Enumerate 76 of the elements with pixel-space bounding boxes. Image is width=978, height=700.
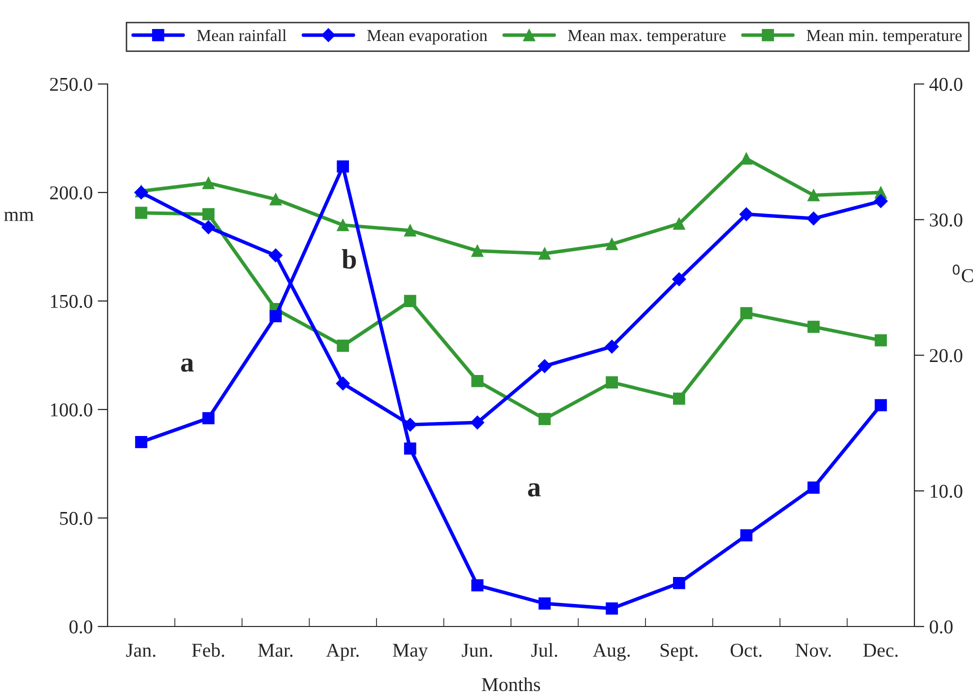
- point: [538, 597, 551, 610]
- point: [270, 310, 282, 322]
- y-tick-label: 200.0: [50, 186, 92, 200]
- point: [202, 220, 216, 234]
- point: [538, 247, 551, 260]
- point: [740, 307, 752, 320]
- x-tick-label: Sept.: [660, 644, 698, 661]
- point: [874, 194, 888, 208]
- point: [270, 193, 282, 206]
- annotation: a: [181, 358, 194, 372]
- point: [808, 482, 820, 494]
- point: [673, 392, 686, 405]
- point: [336, 376, 350, 390]
- x-tick-label: Oct.: [730, 644, 762, 657]
- point: [739, 207, 754, 222]
- legend-label: Mean rainfall: [196, 29, 286, 42]
- y2-tick-label: 40.0: [929, 78, 962, 92]
- point: [471, 244, 484, 257]
- y-tick-label: 50.0: [60, 512, 92, 526]
- point: [404, 294, 416, 308]
- point: [740, 529, 752, 542]
- x-axis-title: Months: [482, 677, 540, 692]
- point: [673, 218, 686, 230]
- point: [202, 412, 215, 424]
- point: [470, 416, 484, 430]
- point: [404, 224, 416, 237]
- legend-label: Mean max. temperature: [568, 30, 726, 44]
- point: [471, 374, 484, 388]
- y-tick-label: 250.0: [50, 78, 92, 92]
- point: [268, 248, 283, 262]
- y2-axis-title: $^{0}$C: [952, 264, 973, 282]
- point: [808, 189, 820, 202]
- point: [604, 340, 619, 354]
- point: [404, 442, 416, 455]
- point: [606, 238, 618, 250]
- annotation: a: [528, 483, 541, 497]
- point: [471, 579, 484, 592]
- point: [672, 272, 686, 286]
- x-tick-label: Mar.: [258, 644, 292, 657]
- x-tick-label: Apr.: [326, 644, 359, 661]
- point: [673, 577, 686, 590]
- point: [135, 436, 148, 448]
- point: [202, 176, 215, 190]
- point: [135, 206, 148, 219]
- point: [808, 320, 820, 333]
- annotation: b: [342, 249, 356, 269]
- y2-tick-label: 10.0: [930, 484, 962, 498]
- y-tick-label: 0.0: [69, 620, 92, 634]
- x-tick-label: Jul.: [531, 643, 558, 657]
- legend-label: Mean evaporation: [367, 30, 488, 44]
- point: [740, 152, 752, 165]
- y-axis-title: mm: [4, 212, 34, 221]
- x-tick-label: Dec.: [863, 644, 898, 657]
- point: [606, 376, 618, 388]
- y2-tick-label: 0.0: [930, 620, 953, 634]
- x-tick-label: Nov.: [796, 644, 831, 657]
- point: [606, 602, 618, 615]
- x-tick-label: Feb.: [192, 643, 224, 657]
- x-tick-label: Jan.: [126, 644, 156, 657]
- point: [806, 212, 820, 226]
- point: [336, 340, 349, 352]
- x-tick-label: Jun.: [462, 644, 492, 657]
- point: [538, 359, 552, 374]
- x-tick-label: May: [392, 644, 428, 661]
- point: [202, 208, 215, 220]
- y2-tick-label: 30.0: [930, 213, 962, 227]
- point: [336, 160, 349, 173]
- y2-tick-label: 20.0: [930, 349, 962, 362]
- point: [874, 399, 887, 412]
- legend-label: Mean min. temperature: [806, 30, 962, 44]
- x-tick-label: Aug.: [592, 644, 630, 661]
- y-tick-label: 100.0: [50, 403, 92, 417]
- point: [874, 334, 887, 346]
- point: [336, 218, 349, 232]
- y-tick-label: 150.0: [50, 294, 92, 308]
- point: [538, 412, 551, 426]
